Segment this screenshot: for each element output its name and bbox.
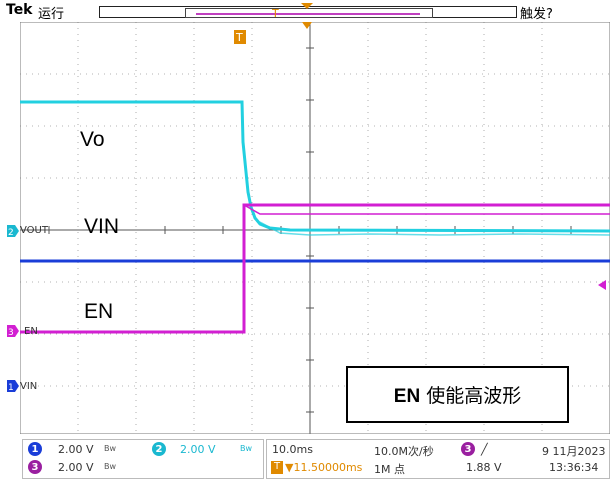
annotation-rest: 使能高波形 [420, 385, 522, 407]
ch2-waveform [20, 100, 610, 233]
ch3-waveform [20, 203, 610, 334]
ch2-coupling-icon: Bw [240, 444, 253, 453]
trigger-position-t-icon: T [271, 461, 283, 474]
trigger-level[interactable]: 1.88 V [466, 461, 502, 474]
ch3-ground-marker-icon[interactable]: 3 [7, 325, 19, 337]
trigger-slope-icon: ╱ [481, 443, 488, 456]
time-readout: 13:36:34 [549, 461, 599, 474]
svg-text:T: T [235, 31, 243, 44]
record-pointer-icon [301, 3, 313, 9]
sample-rate: 10.0M次/秒 [374, 445, 434, 458]
vin-waveform-label: VIN [84, 215, 120, 238]
ch3-scale[interactable]: 2.00 V [58, 461, 94, 474]
trigger-point-icon [302, 22, 312, 29]
ch2-ground-marker-icon[interactable]: 2 [7, 225, 19, 237]
ch3-coupling-icon: Bw [104, 462, 117, 471]
ch3-badge[interactable]: 3 [28, 460, 42, 474]
annotation-box: EN 使能高波形 [346, 366, 569, 423]
brand-logo: Tek [6, 2, 33, 18]
trigger-t-icon[interactable]: T [234, 30, 246, 44]
annotation-bold: EN [393, 386, 421, 407]
ch1-scale[interactable]: 2.00 V [58, 443, 94, 456]
ch2-badge[interactable]: 2 [152, 442, 166, 456]
horizontal-scale[interactable]: 10.0ms [272, 443, 313, 456]
trigger-position[interactable]: ▼11.50000ms [285, 461, 363, 474]
waveform-graticule[interactable] [20, 22, 610, 434]
ch1-ground-marker-icon[interactable]: 1 [7, 380, 19, 392]
svg-text:2: 2 [8, 228, 14, 237]
record-trigger-t-icon: T [271, 7, 279, 20]
trigger-source-badge[interactable]: 3 [461, 442, 475, 456]
ch3-waveform-overshoot [243, 204, 610, 215]
trigger-level-arrow-icon[interactable] [597, 280, 607, 290]
record-view-trace [196, 13, 420, 15]
en-marker-label: EN [24, 326, 38, 337]
channel-readout-panel[interactable] [22, 439, 264, 479]
vout-marker-label: VOUT [20, 225, 48, 236]
svg-text:3: 3 [8, 328, 14, 337]
en-waveform-label: EN [84, 300, 114, 323]
grid-lines [20, 22, 610, 434]
ch2-waveform-noise [259, 221, 610, 236]
ch1-badge[interactable]: 1 [28, 442, 42, 456]
acquisition-status: 运行 [38, 7, 65, 22]
record-length[interactable]: 1M 点 [374, 463, 405, 476]
vin-marker-label: VIN [20, 381, 38, 392]
annotation-text: EN 使能高波形 [394, 381, 521, 408]
vo-waveform-label: Vo [80, 128, 105, 151]
bottom-readout-bar: 1 2.00 V Bw 2 2.00 V Bw 3 2.00 V Bw 10.0… [0, 434, 610, 500]
trigger-status: 触发? [520, 7, 553, 22]
ch2-scale[interactable]: 2.00 V [180, 443, 216, 456]
status-bar: Tek 运行 T 触发? [0, 0, 610, 22]
svg-text:1: 1 [8, 383, 14, 392]
date-readout: 9 11月2023 [542, 445, 606, 458]
ch1-coupling-icon: Bw [104, 444, 117, 453]
svg-text:T: T [271, 7, 279, 20]
